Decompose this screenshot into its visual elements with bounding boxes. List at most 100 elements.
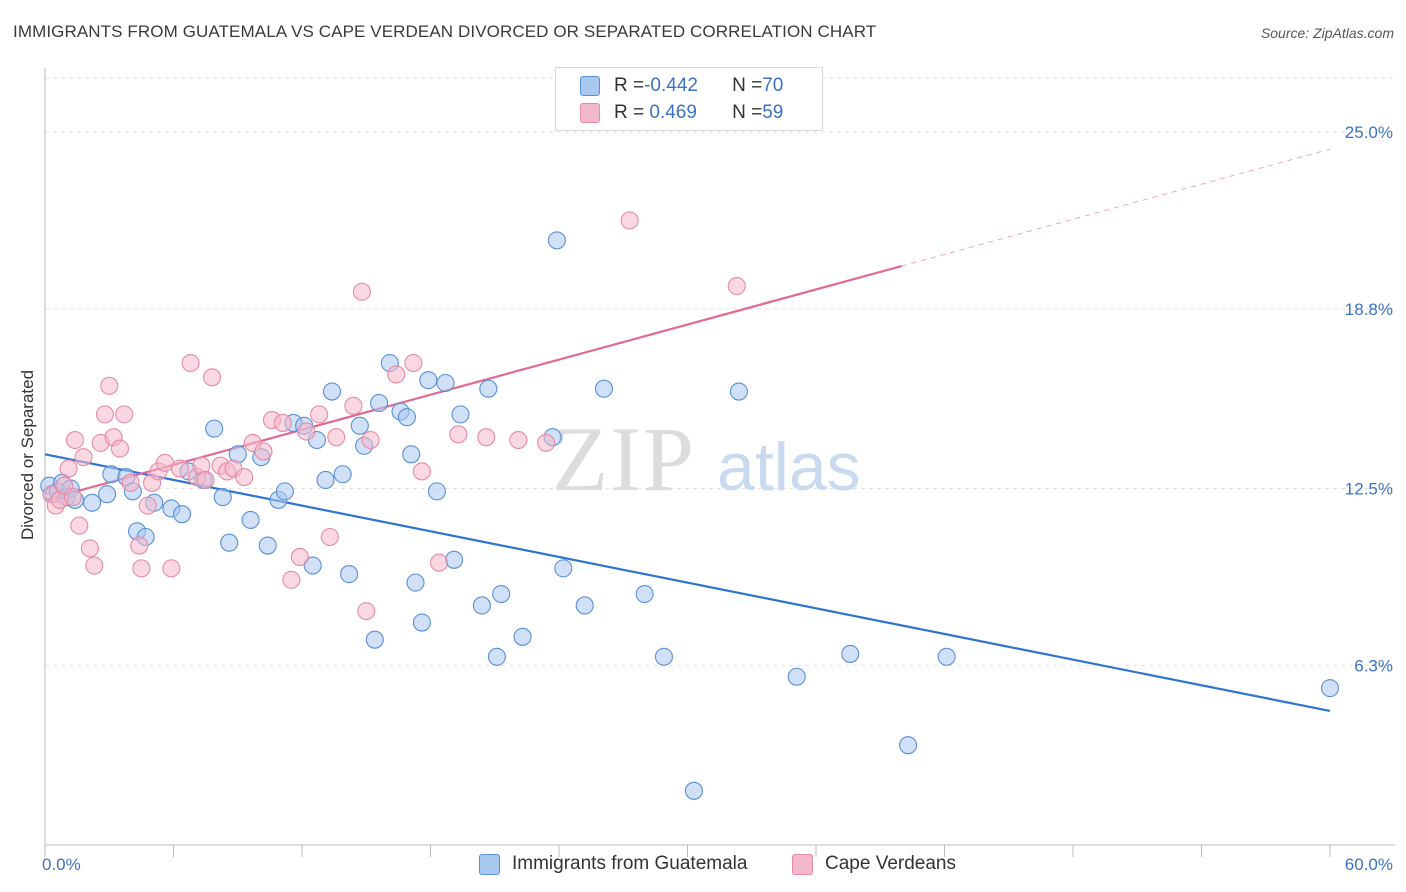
point-guatemala [937, 647, 956, 666]
point-guatemala [554, 559, 573, 578]
point-guatemala [258, 536, 277, 555]
bottom-legend-capeverdean: Cape Verdeans [792, 851, 956, 877]
point-guatemala [220, 533, 239, 552]
legend-r-value: 0.469 [644, 102, 697, 123]
point-guatemala [575, 596, 594, 615]
point-capeverdean [310, 405, 329, 424]
point-guatemala [83, 493, 102, 512]
point-guatemala [365, 630, 384, 649]
correlation-legend: R = -0.442 N = 70 R = 0.469 N = 59 [555, 67, 823, 131]
axes [44, 68, 1395, 857]
legend-n-value: 70 [762, 75, 784, 96]
legend-r-label: R = [614, 75, 645, 96]
point-capeverdean [80, 539, 100, 558]
point-guatemala [436, 373, 455, 393]
point-guatemala [472, 596, 491, 615]
point-guatemala [729, 382, 748, 401]
legend-swatch-blue [580, 76, 600, 96]
data-points [40, 211, 1340, 800]
point-capeverdean [449, 425, 468, 444]
point-guatemala [102, 465, 121, 484]
point-guatemala [492, 584, 511, 604]
chart-source: Source: ZipAtlas.com [1260, 25, 1394, 41]
point-capeverdean [254, 442, 273, 461]
point-capeverdean [404, 353, 423, 373]
point-capeverdean [273, 413, 292, 432]
point-guatemala [316, 470, 335, 490]
point-capeverdean [320, 527, 339, 547]
point-capeverdean [203, 368, 222, 387]
point-guatemala [412, 613, 431, 632]
y-tick-label: 18.8% [1345, 300, 1393, 319]
point-guatemala [654, 647, 673, 666]
point-guatemala [98, 485, 117, 504]
trend-line-capeverdean [44, 265, 902, 501]
y-tick-label: 6.3% [1354, 656, 1393, 675]
point-capeverdean [412, 462, 431, 481]
point-capeverdean [196, 470, 215, 490]
point-capeverdean [344, 396, 363, 415]
point-capeverdean [430, 553, 449, 572]
point-capeverdean [181, 353, 200, 373]
point-capeverdean [130, 536, 149, 555]
point-capeverdean [121, 473, 140, 492]
watermark-atlas: atlas [717, 429, 861, 505]
point-guatemala [1320, 679, 1340, 698]
watermark-zip: ZIP [552, 408, 696, 510]
point-guatemala [451, 405, 470, 424]
trend-line-guatemala [44, 453, 1331, 713]
legend-n-label: N = [732, 75, 763, 96]
point-guatemala [370, 393, 389, 413]
point-capeverdean [387, 365, 406, 384]
point-capeverdean [170, 459, 189, 478]
point-guatemala [333, 465, 352, 484]
point-capeverdean [297, 422, 316, 441]
point-capeverdean [74, 448, 93, 467]
x-tick-label-max: 60.0% [1345, 855, 1393, 874]
trend-lines [44, 148, 1331, 713]
point-guatemala [213, 488, 232, 507]
point-capeverdean [357, 602, 376, 621]
legend-n-value: 59 [762, 102, 784, 123]
point-capeverdean [509, 430, 528, 450]
point-guatemala [406, 573, 425, 592]
point-capeverdean [352, 282, 372, 301]
bottom-legend-swatch-pink [792, 853, 813, 875]
point-guatemala [427, 482, 446, 501]
legend-swatch-pink [580, 103, 600, 123]
point-capeverdean [110, 439, 130, 458]
point-capeverdean [235, 468, 254, 487]
point-capeverdean [95, 405, 115, 424]
point-capeverdean [361, 430, 380, 450]
point-capeverdean [138, 496, 157, 515]
point-capeverdean [85, 556, 104, 575]
x-tick-label-min: 0.0% [42, 855, 81, 874]
point-capeverdean [59, 459, 78, 478]
point-guatemala [350, 416, 369, 435]
point-capeverdean [620, 211, 639, 230]
y-axis-title: Divorced or Separated [18, 369, 37, 541]
point-guatemala [275, 482, 294, 501]
watermark: ZIP atlas [552, 408, 861, 510]
point-guatemala [445, 550, 464, 569]
bottom-legend-swatch-blue [479, 853, 500, 875]
point-guatemala [479, 379, 498, 398]
point-capeverdean [282, 570, 301, 589]
point-guatemala [635, 584, 654, 604]
bottom-legend-label: Immigrants from Guatemala [512, 853, 748, 874]
point-capeverdean [63, 488, 82, 507]
point-guatemala [684, 781, 703, 800]
grid-lines [45, 77, 1395, 666]
point-guatemala [241, 510, 260, 529]
bottom-legend-label: Cape Verdeans [825, 853, 956, 874]
point-capeverdean [70, 516, 89, 535]
point-guatemala [303, 556, 322, 575]
point-capeverdean [290, 547, 309, 567]
y-tick-label: 12.5% [1345, 480, 1393, 499]
point-guatemala [205, 419, 224, 438]
point-capeverdean [132, 559, 151, 578]
point-guatemala [899, 736, 918, 755]
point-guatemala [173, 505, 192, 524]
point-capeverdean [327, 428, 346, 447]
y-tick-labels: 6.3% 12.5% 18.8% 25.0% [1345, 123, 1393, 675]
